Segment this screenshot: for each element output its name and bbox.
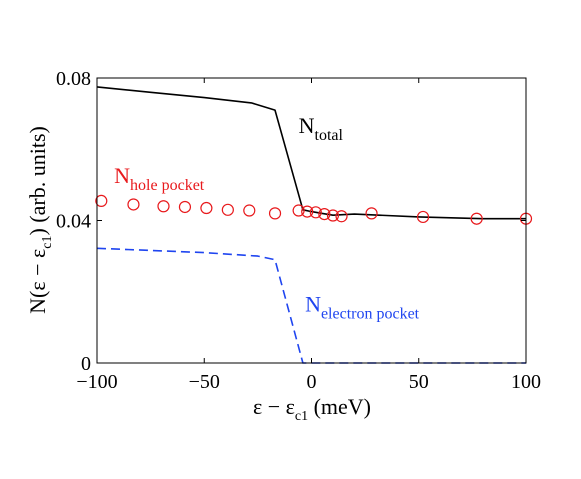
y-tick-label: 0.08 (56, 68, 91, 90)
series-label-total-main: N (299, 113, 315, 138)
series-label-hole: Nhole pocket (114, 163, 205, 194)
x-tick-label: 0 (307, 371, 317, 393)
series-hole-marker (335, 210, 348, 223)
series-label-hole-main: N (114, 163, 130, 188)
series-hole-marker (221, 203, 234, 216)
series-total-line (96, 86, 526, 220)
series-label-electron-main: N (305, 291, 321, 316)
series-label-total: Ntotal (299, 113, 344, 144)
series-label-hole-sub: hole pocket (130, 177, 205, 194)
series-hole-marker (268, 207, 282, 220)
series-label-electron-sub: electron pocket (321, 305, 420, 322)
x-tick-label: −50 (189, 371, 220, 393)
x-tick-label: −100 (76, 371, 117, 393)
series-label-electron: Nelectron pocket (305, 291, 420, 322)
y-tick-label: 0.04 (56, 211, 91, 233)
x-tick-label: 50 (409, 371, 429, 393)
series-hole-marker (292, 204, 305, 217)
series-hole-marker (318, 207, 331, 221)
x-axis-title: ε − εc1 (meV) (253, 394, 371, 424)
series-hole-marker (243, 204, 256, 217)
series-hole-marker (127, 198, 140, 211)
series-hole-marker (157, 200, 170, 213)
series-hole-marker (365, 207, 378, 220)
x-tick-label: 100 (511, 371, 541, 393)
series-hole-marker (309, 206, 322, 219)
series-hole-marker (200, 201, 213, 215)
tick-layer: −100 −50 0 50 100 0 0.04 0.08 (56, 68, 541, 393)
series-hole-marker (178, 200, 192, 214)
series-hole-marker (470, 212, 483, 225)
y-axis-title: N(ε − εc1) (arb. units) (25, 126, 55, 314)
series-hole-marker (416, 210, 430, 224)
series-hole-marker (301, 205, 314, 218)
y-tick-label: 0 (81, 353, 91, 375)
series-hole-marker (326, 209, 340, 222)
series-hole-marker (95, 194, 108, 208)
series-label-total-sub: total (315, 127, 344, 144)
